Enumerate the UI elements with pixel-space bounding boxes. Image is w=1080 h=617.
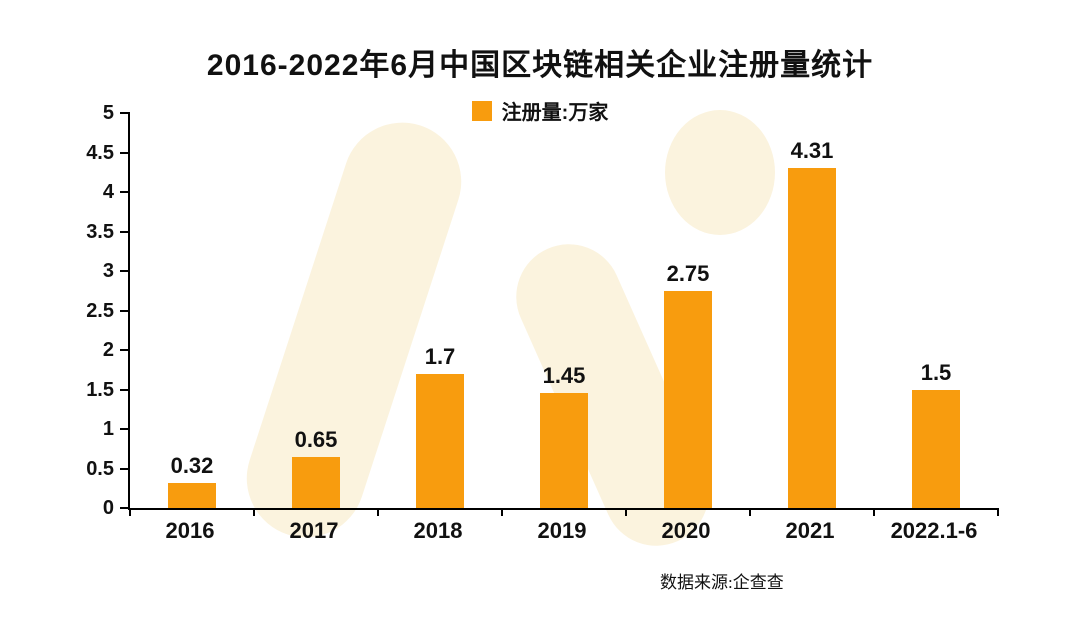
bar-value-label: 2.75 xyxy=(666,260,710,286)
source-note: 数据来源:企查查 xyxy=(660,573,784,592)
y-axis-label: 2.5 xyxy=(86,299,114,322)
bar-column: 4.31 xyxy=(750,113,874,508)
x-axis-tick xyxy=(873,508,875,516)
x-axis-tick xyxy=(997,508,999,516)
bar-column: 2.75 xyxy=(626,113,750,508)
bars-row: 0.32 0.65 1.7 1.45 2.75 4.31 1.5 xyxy=(130,113,998,508)
y-axis-label: 5 xyxy=(102,102,114,124)
x-axis-label: 2021 xyxy=(785,518,835,543)
y-axis-tick xyxy=(120,270,130,272)
bar xyxy=(416,373,464,508)
x-axis-label: 2018 xyxy=(413,518,463,543)
bar xyxy=(168,482,216,508)
x-axis-tick xyxy=(625,508,627,516)
y-axis-tick xyxy=(120,349,130,351)
bar xyxy=(788,167,836,508)
bar xyxy=(292,456,340,508)
chart-title: 2016-2022年6月中国区块链相关企业注册量统计 xyxy=(206,49,874,82)
x-axis-tick xyxy=(501,508,503,516)
y-axis-tick xyxy=(120,309,130,312)
x-axis-tick xyxy=(253,508,255,516)
x-axis-tick xyxy=(749,508,751,516)
bar-value-label: 4.31 xyxy=(790,137,834,163)
y-axis-label: 3 xyxy=(102,260,114,282)
y-axis-tick xyxy=(120,151,130,154)
bar xyxy=(664,290,712,508)
y-axis-tick xyxy=(120,191,130,193)
x-axis-tick xyxy=(377,508,379,516)
bar-value-label: 1.7 xyxy=(424,343,456,369)
legend-swatch-icon xyxy=(471,100,492,121)
legend-label: 注册量:万家 xyxy=(501,102,609,124)
y-axis-tick xyxy=(120,112,130,114)
watermark-shape xyxy=(665,110,775,235)
bar-column: 1.7 xyxy=(378,113,502,508)
x-axis-label: 2019 xyxy=(537,518,587,543)
bar-column: 0.32 xyxy=(130,113,254,508)
y-axis-tick xyxy=(120,388,130,391)
x-axis-label: 2017 xyxy=(289,518,339,543)
y-axis-label: 1 xyxy=(102,418,114,440)
x-axis-label: 2016 xyxy=(165,518,215,543)
y-axis-tick xyxy=(120,428,130,430)
y-axis-tick xyxy=(120,507,130,509)
x-axis-label: 2022.1-6 xyxy=(890,518,978,543)
y-axis-label: 0.5 xyxy=(86,457,114,480)
bar-value-label: 0.65 xyxy=(294,426,338,452)
bar xyxy=(540,393,588,508)
bar-value-label: 0.32 xyxy=(170,452,214,478)
y-axis-label: 2 xyxy=(102,339,114,361)
x-labels-row: 2016 2017 2018 2019 2020 2021 2022.1-6 xyxy=(128,518,996,544)
bar-column: 1.45 xyxy=(502,113,626,508)
bar-value-label: 1.45 xyxy=(542,363,586,389)
y-axis-label: 1.5 xyxy=(86,378,114,401)
bar xyxy=(912,389,960,508)
y-axis-label: 3.5 xyxy=(86,220,114,243)
bar-value-label: 1.5 xyxy=(920,359,952,385)
y-axis-label: 0 xyxy=(102,497,114,519)
y-axis-tick xyxy=(120,230,130,233)
x-axis-tick xyxy=(129,508,131,516)
x-axis-label: 2020 xyxy=(661,518,711,543)
y-axis-tick xyxy=(120,467,130,470)
bar-column: 0.65 xyxy=(254,113,378,508)
y-axis-label: 4.5 xyxy=(86,141,114,164)
bar-column: 1.5 xyxy=(874,113,998,508)
y-axis-label: 4 xyxy=(102,181,114,203)
plot-area: 0.32 0.65 1.7 1.45 2.75 4.31 1.5 0 0.5 1 1.5 2 2.5 3… xyxy=(86,103,999,518)
legend: 注册量:万家 xyxy=(0,96,1080,125)
